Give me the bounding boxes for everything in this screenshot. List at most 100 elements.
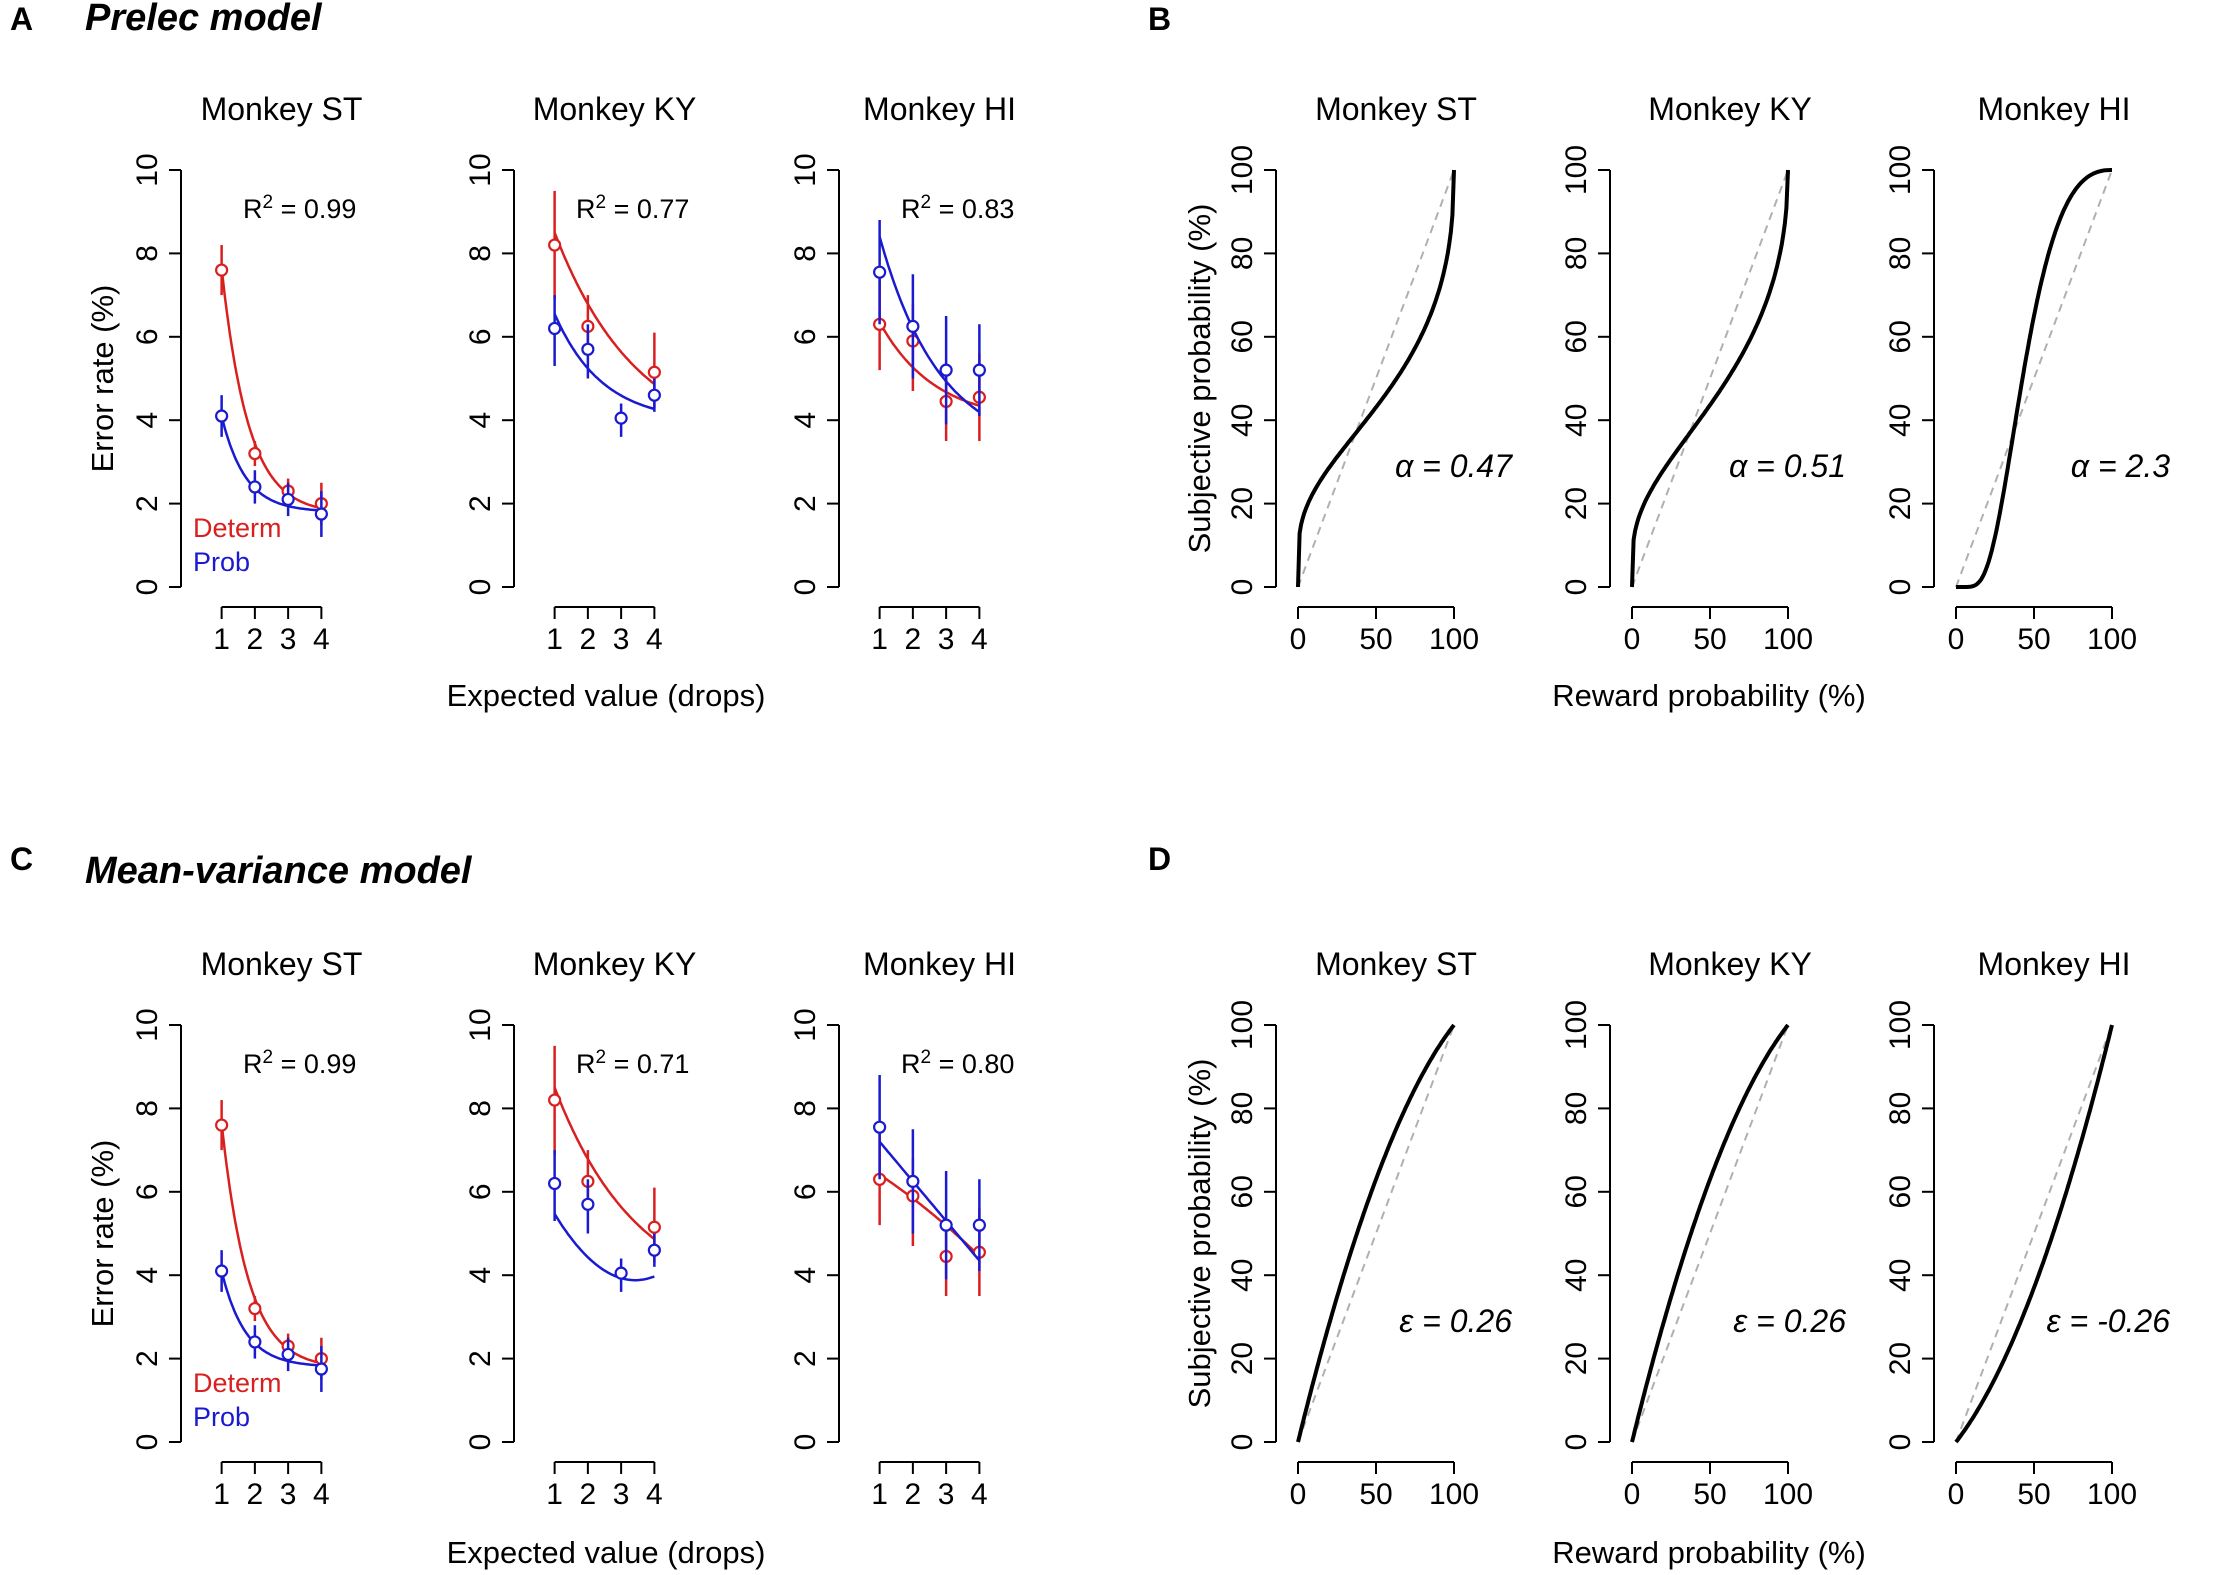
- r-squared-value: = 0.83: [931, 194, 1014, 224]
- x-tick-label: 1: [871, 1478, 888, 1511]
- chart-title: Monkey KY: [533, 946, 697, 982]
- series-prob: [873, 220, 986, 425]
- y-tick-label: 0: [1884, 1434, 1917, 1451]
- r-squared-superscript: 2: [596, 192, 607, 213]
- r-squared-prefix: R: [243, 194, 263, 224]
- fit-curve-determ: [220, 1122, 322, 1365]
- parameter-symbol: α: [1395, 448, 1414, 484]
- x-tick-label: 100: [2087, 623, 2137, 656]
- data-point: [614, 411, 628, 425]
- fit-curve-determ: [220, 267, 322, 510]
- weighting-curve: [1296, 1023, 1456, 1443]
- y-tick-label: 4: [131, 1267, 164, 1284]
- probability-chart-4: Monkey ST 0 20 40 60 80 100 0 50 100 Subjective pr…: [1182, 91, 1513, 656]
- y-axis-label: Subjective probability (%): [1182, 1059, 1217, 1409]
- chart-title: Monkey HI: [1978, 91, 2131, 127]
- x-axis-label-b: Reward probability (%): [1552, 678, 1866, 713]
- fit-curve-prob: [553, 1213, 655, 1282]
- y-tick-label: 0: [1226, 579, 1259, 596]
- fit-curve-prob: [878, 236, 981, 413]
- y-tick-label: 8: [464, 1100, 497, 1117]
- y-tick-label: 20: [1884, 487, 1917, 520]
- chart-title: Monkey KY: [533, 91, 697, 127]
- y-tick-label: 2: [789, 495, 822, 512]
- x-tick-label: 4: [971, 1478, 988, 1511]
- data-point: [873, 1120, 887, 1134]
- data-point: [248, 446, 262, 461]
- data-point: [548, 1176, 562, 1191]
- y-tick-label: 8: [464, 245, 497, 262]
- y-tick-label: 60: [1560, 1175, 1593, 1208]
- legend-determ: Determ: [193, 513, 282, 543]
- chart-title: Monkey HI: [863, 91, 1016, 127]
- y-tick-label: 20: [1560, 1342, 1593, 1375]
- x-tick-label: 2: [580, 1478, 597, 1511]
- y-tick-label: 4: [464, 412, 497, 429]
- panel-letter-a: A: [10, 1, 33, 37]
- y-tick-label: 20: [1226, 1342, 1259, 1375]
- parameter-symbol: ε: [1399, 1303, 1414, 1339]
- y-tick-label: 4: [464, 1267, 497, 1284]
- x-tick-label: 3: [613, 1478, 630, 1511]
- x-tick-label: 100: [1763, 1478, 1813, 1511]
- r-squared-prefix: R: [901, 194, 921, 224]
- x-tick-label: 0: [1948, 1478, 1965, 1511]
- probability-chart-5: Monkey KY 0 20 40 60 80 100 0 50 100 α = 0.51: [1560, 91, 1846, 656]
- fit-curve-prob: [220, 1270, 322, 1367]
- fit-curve-prob: [553, 313, 655, 411]
- parameter-value: = -0.26: [2061, 1303, 2171, 1339]
- y-tick-label: 100: [1884, 1000, 1917, 1050]
- y-tick-label: 20: [1226, 487, 1259, 520]
- x-tick-label: 2: [247, 1478, 264, 1511]
- probability-chart-11: Monkey KY 0 20 40 60 80 100 0 50 100 ε = 0.26: [1560, 946, 1846, 1511]
- data-point: [873, 265, 887, 279]
- y-tick-label: 10: [789, 1008, 822, 1041]
- parameter-label: α = 0.51: [1729, 448, 1846, 484]
- y-tick-label: 80: [1884, 1092, 1917, 1125]
- fit-curve-determ: [878, 321, 980, 407]
- y-tick-label: 10: [131, 1008, 164, 1041]
- parameter-value: = 0.26: [1413, 1303, 1512, 1339]
- data-point: [614, 1266, 628, 1280]
- data-point: [906, 319, 920, 333]
- r-squared-label: R2 = 0.77: [576, 192, 689, 224]
- r-squared-superscript: 2: [921, 192, 932, 213]
- panel-letter-c: C: [10, 841, 33, 877]
- y-tick-label: 20: [1560, 487, 1593, 520]
- y-tick-label: 8: [131, 245, 164, 262]
- r-squared-value: = 0.99: [273, 194, 356, 224]
- data-point: [972, 1218, 986, 1232]
- y-axis-label: Error rate (%): [85, 285, 120, 473]
- y-tick-label: 2: [131, 1350, 164, 1367]
- x-tick-label: 100: [1429, 1478, 1479, 1511]
- y-tick-label: 0: [464, 1434, 497, 1451]
- y-tick-label: 80: [1560, 1092, 1593, 1125]
- x-tick-label: 4: [646, 1478, 663, 1511]
- x-tick-label: 50: [1693, 623, 1726, 656]
- y-tick-label: 100: [1226, 1000, 1259, 1050]
- parameter-label: ε = 0.26: [1399, 1303, 1512, 1339]
- x-tick-label: 1: [546, 623, 563, 656]
- y-tick-label: 40: [1560, 1259, 1593, 1292]
- y-tick-label: 40: [1226, 1259, 1259, 1292]
- parameter-symbol: ε: [2047, 1303, 2062, 1339]
- y-tick-label: 0: [1226, 1434, 1259, 1451]
- weighting-curve: [1630, 169, 1790, 588]
- identity-line: [1955, 1024, 2113, 1443]
- y-tick-label: 6: [789, 1183, 822, 1200]
- x-tick-label: 3: [613, 623, 630, 656]
- chart-title: Monkey HI: [1978, 946, 2131, 982]
- y-tick-label: 10: [464, 1008, 497, 1041]
- identity-line: [1955, 169, 2113, 588]
- y-tick-label: 6: [464, 1183, 497, 1200]
- r-squared-value: = 0.77: [606, 194, 689, 224]
- data-point: [281, 1347, 295, 1362]
- chart-title: Monkey ST: [1315, 946, 1477, 982]
- r-squared-label: R2 = 0.99: [243, 192, 356, 224]
- parameter-label: α = 0.47: [1395, 448, 1513, 484]
- data-point: [314, 507, 328, 521]
- series-prob: [548, 1150, 661, 1292]
- x-tick-label: 1: [546, 1478, 563, 1511]
